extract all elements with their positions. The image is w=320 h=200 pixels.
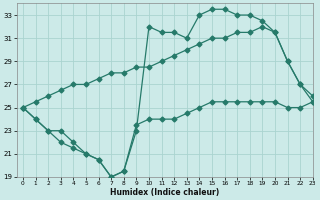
X-axis label: Humidex (Indice chaleur): Humidex (Indice chaleur) <box>110 188 219 197</box>
